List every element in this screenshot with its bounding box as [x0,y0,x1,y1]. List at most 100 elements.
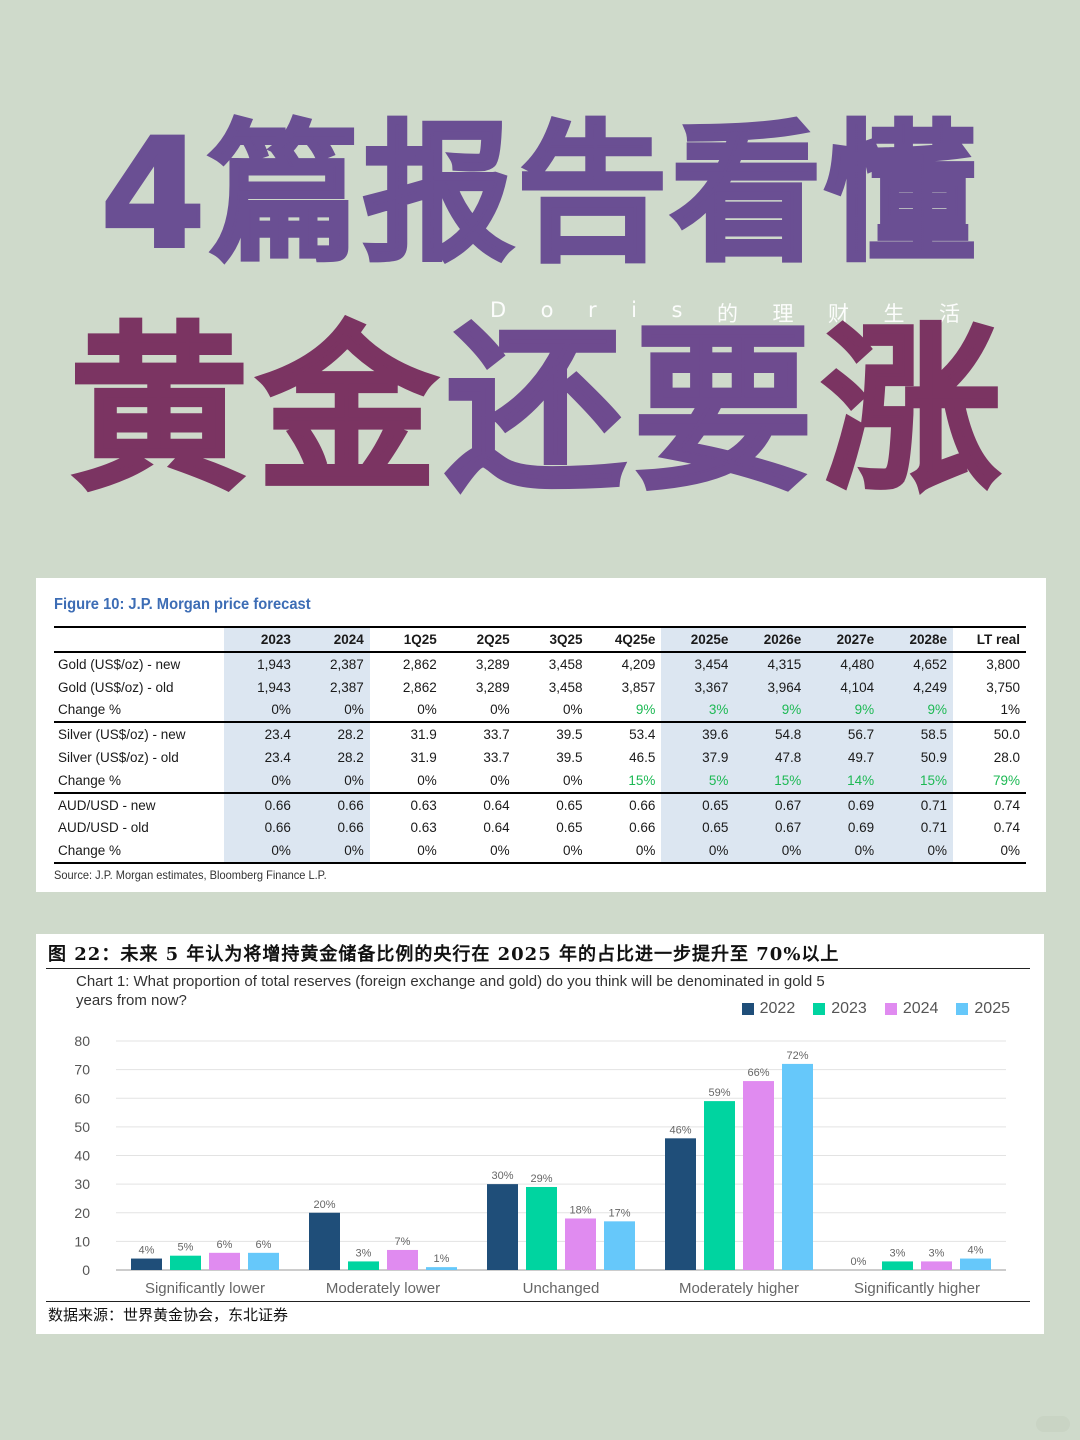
table-cell: 4,249 [880,675,954,699]
brand-char: s [671,298,683,322]
data-label: 17% [608,1207,630,1219]
table-cell: 0% [369,839,443,865]
table-cell: 0% [515,768,589,794]
y-tick-label: 40 [74,1148,90,1164]
row-label: Gold (US$/oz) - new [58,656,181,672]
bar [743,1081,774,1270]
y-tick-label: 20 [74,1205,90,1221]
forecast-header-row: 2023 2024 1Q25 2Q25 3Q25 4Q25e 2025e 2026e 2027e… [54,626,1026,653]
table-cell: 0% [442,839,516,865]
table-cell: 9% [734,698,808,724]
y-tick-label: 0 [82,1262,90,1278]
bar [665,1138,696,1270]
column-header: 2023 [224,626,297,653]
x-tick-label: Moderately higher [679,1280,799,1297]
data-label: 4% [139,1245,155,1257]
data-label: 18% [569,1204,591,1216]
brand-char: r [588,298,597,322]
table-cell: 0% [296,839,370,865]
table-cell: 4,104 [807,675,881,699]
bar [309,1212,340,1270]
table-cell: 4,652 [880,652,954,676]
hero-title-char: 金 [256,307,446,514]
table-cell: 23.4 [224,746,297,769]
table-cell: 0.63 [410,797,437,813]
table-cell: 0% [224,768,297,794]
table-cell: 2,387 [296,675,370,699]
y-tick-label: 80 [74,1033,90,1049]
brand-char: 的 [716,302,738,326]
table-cell: 0% [442,768,516,794]
table-cell: 50.0 [993,727,1020,743]
bar [604,1221,635,1270]
table-cell: 0.69 [807,792,881,817]
brand-char: 生 [883,302,905,326]
table-cell: 0.65 [556,820,583,836]
legend-label: 2025 [974,1000,1010,1017]
table-cell: 31.9 [410,727,437,743]
legend-swatch [813,1003,826,1015]
row-label: Change % [54,768,224,794]
table-cell: 0% [369,768,443,794]
table-cell: 46.5 [629,750,656,766]
x-tick-label: Moderately lower [326,1280,440,1297]
table-cell: 3,458 [548,679,583,695]
data-label: 72% [786,1050,808,1062]
table-cell: 15% [588,768,662,794]
table-cell: 31.9 [410,750,437,766]
data-label: 59% [708,1087,730,1099]
table-cell: 0% [296,768,370,794]
table-cell: 0% [296,698,370,724]
table-cell: 0% [880,839,954,865]
column-header: LT real [953,626,1026,653]
table-cell: 0.66 [296,792,370,817]
table-cell: 39.5 [556,727,583,743]
legend-label: 2023 [831,1000,867,1017]
hero-title-line2: 黄金还要涨 [0,320,1080,502]
table-cell: 28.2 [296,746,370,769]
table-cell: 0% [734,839,808,865]
bar [248,1252,279,1270]
table-cell: 1,943 [224,675,297,699]
bar [526,1186,557,1270]
bar [921,1261,952,1270]
bar [348,1261,379,1270]
table-cell: 53.4 [629,727,656,743]
data-label: 30% [491,1170,513,1182]
column-header: 3Q25 [515,626,589,653]
bar [131,1258,162,1270]
table-cell: 0% [807,839,881,865]
table-cell: 2,862 [402,679,437,695]
row-label: Change % [54,839,224,865]
table-cell: 3,289 [475,679,510,695]
row-label: Silver (US$/oz) - old [58,750,179,766]
survey-chart-panel: 图 22：未来 5 年认为将增持黄金储备比例的央行在 2025 年的占比进一步提… [36,934,1044,1334]
table-row: Change % 0% 0% 0% 0% 0% 9% 3% 9% 9% 9% 1% [54,698,1026,724]
table-cell: 0% [224,698,297,724]
table-row: Gold (US$/oz) - old 1,943 2,387 2,862 3,289 3… [54,675,1026,699]
legend-item: 2022 [741,1000,795,1018]
table-cell: 3,454 [661,652,735,676]
table-cell: 79% [953,768,1026,794]
table-cell: 0.74 [993,820,1020,836]
data-label: 6% [217,1239,233,1251]
brand-char: D [490,298,507,322]
source-rule [46,1301,1030,1302]
table-row: Silver (US$/oz) - new 23.4 28.2 31.9 33.7 39.… [54,722,1026,747]
table-cell: 4,209 [621,656,656,672]
data-label: 7% [395,1236,411,1248]
row-label: Silver (US$/oz) - new [58,727,186,743]
table-cell: 1,943 [224,652,297,676]
data-label: 5% [178,1242,194,1254]
table-cell: 0.65 [556,797,583,813]
data-label: 3% [929,1247,945,1259]
table-cell: 0.71 [880,792,954,817]
table-cell: 0.69 [807,816,881,840]
x-tick-label: Unchanged [523,1280,600,1297]
row-label: AUD/USD - new [58,797,156,813]
table-cell: 1% [953,698,1026,724]
data-label: 66% [747,1067,769,1079]
bar [565,1218,596,1270]
table-cell: 0.74 [993,797,1020,813]
